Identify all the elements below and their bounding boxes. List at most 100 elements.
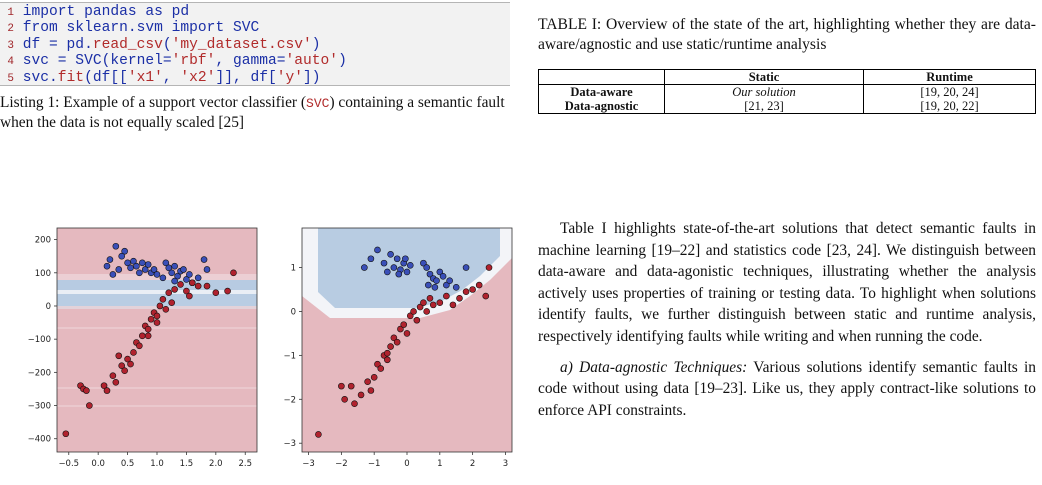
data-point-red — [338, 382, 345, 390]
data-point-red — [390, 334, 398, 342]
x-tick-label: 1.0 — [150, 459, 164, 469]
code-token: svc = SVC(kernel= — [22, 53, 172, 70]
x-tick-label: 0.5 — [121, 459, 135, 469]
data-point-red — [393, 338, 401, 346]
data-point-red — [183, 287, 190, 295]
code-token: read_csv — [92, 36, 163, 53]
listing-caption-code: SVC — [306, 96, 330, 111]
code-token: fit — [57, 69, 85, 86]
y-tick-label: −3 — [283, 439, 296, 449]
code-token: sklearn.svm — [57, 20, 172, 37]
data-point-red — [400, 321, 408, 328]
data-point-red — [370, 374, 378, 381]
y-tick-label: 1 — [291, 264, 296, 274]
table-header-empty — [538, 69, 665, 85]
cell-static-data-agnostic: [21, 23] — [664, 99, 864, 114]
x-tick-label: 2.0 — [209, 459, 223, 469]
paragraph-data-agnostic-text: Various solutions identify semantic faul… — [538, 358, 1037, 419]
data-point-red — [420, 299, 427, 306]
data-point-red — [212, 289, 220, 297]
data-point-red — [449, 301, 457, 309]
data-point-blue — [194, 274, 202, 282]
y-tick-label: 0 — [46, 302, 51, 312]
x-tick-label: 1 — [437, 459, 442, 469]
data-point-red — [103, 387, 111, 394]
band — [57, 290, 257, 294]
data-point-red — [156, 302, 164, 310]
data-point-red — [436, 299, 444, 306]
paragraph-data-agnostic: a) Data-agnostic Techniques: Various sol… — [538, 357, 1036, 422]
paragraph-sota: Table I highlights state-of-the-art solu… — [538, 220, 1036, 345]
data-point-red — [397, 325, 404, 333]
data-point-red — [469, 286, 476, 293]
code-token: import — [171, 20, 225, 37]
table-header-static: Static — [664, 69, 864, 85]
data-point-red — [153, 312, 161, 320]
x-tick-label: 0 — [404, 459, 409, 469]
data-point-blue — [387, 251, 394, 258]
data-point-red — [147, 315, 155, 323]
data-point-blue — [384, 268, 391, 276]
data-point-red — [124, 355, 131, 363]
x-tick-label: 1.5 — [180, 459, 194, 469]
data-point-red — [387, 343, 394, 350]
data-point-red — [127, 360, 134, 368]
listing-caption-prefix: Listing 1: Example of a support vector c… — [0, 94, 307, 111]
data-point-red — [203, 282, 211, 290]
data-point-blue — [106, 256, 114, 263]
data-point-blue — [462, 264, 470, 271]
listing-caption-suffix: ) containing a semantic fault when the d… — [0, 94, 505, 131]
code-line: 4 svc = SVC(kernel='rbf', gamma='auto') — [0, 53, 510, 69]
data-point-red — [462, 288, 470, 295]
y-tick-label: −1 — [283, 351, 296, 361]
data-point-blue — [186, 271, 193, 278]
data-point-blue — [425, 281, 432, 289]
code-token: (df[[ — [84, 69, 128, 86]
data-point-red — [138, 332, 146, 340]
plot-left-points — [62, 242, 237, 438]
code-line: 5 svc.fit(df[['x1', 'x2']], df['y']) — [0, 70, 510, 86]
x-tick-label: −2 — [335, 459, 348, 469]
code-token: 'y' — [276, 69, 304, 86]
data-point-red — [413, 316, 421, 324]
data-point-blue — [390, 264, 398, 271]
data-point-red — [423, 308, 430, 315]
data-point-blue — [159, 274, 167, 282]
data-point-blue — [109, 271, 117, 278]
code-token: ) — [311, 36, 321, 53]
plot-right: −3 −2 −1 0 1 2 3 1 0 −1 −2 −3 — [283, 227, 513, 469]
code-token: 'auto' — [285, 53, 339, 70]
code-token: import — [22, 4, 76, 20]
data-point-blue — [174, 272, 181, 280]
data-point-blue — [153, 271, 161, 278]
data-point-blue — [443, 281, 450, 289]
data-point-red — [485, 264, 493, 271]
plot-left-axes: −0.5 0.0 0.5 1.0 1.5 2.0 2.5 200 100 0 −100 −200 −30… — [28, 236, 252, 469]
data-point-red — [374, 360, 381, 368]
code-token: 'x1' — [127, 69, 163, 86]
code-token: , — [162, 69, 181, 86]
data-point-red — [130, 349, 137, 356]
data-point-red — [384, 349, 391, 357]
data-point-blue — [138, 259, 146, 267]
table-row: Data-agnostic [21, 23] [19, 20, 22] — [538, 99, 1036, 114]
figure-plots: −0.5 0.0 0.5 1.0 1.5 2.0 2.5 200 100 0 −100 −200 −30… — [0, 218, 516, 480]
code-line: 3 df = pd.read_csv('my_dataset.csv') — [0, 37, 510, 53]
table-caption: TABLE I: Overview of the state of the ar… — [538, 16, 1036, 53]
code-token: ]) — [303, 69, 321, 86]
data-point-blue — [136, 269, 143, 277]
row-label-data-agnostic: Data-agnostic — [538, 99, 665, 114]
data-point-red — [230, 269, 237, 277]
body-text: Table I highlights state-of-the-art solu… — [538, 218, 1036, 421]
data-point-red — [144, 332, 152, 340]
data-point-red — [377, 365, 385, 372]
data-point-red — [416, 303, 424, 311]
data-point-blue — [426, 270, 434, 278]
band — [57, 294, 257, 306]
code-line: 2 from sklearn.svm import SVC — [0, 20, 510, 36]
data-point-red — [153, 319, 161, 326]
listing-caption: Listing 1: Example of a support vector c… — [0, 93, 514, 132]
x-tick-label: 0.0 — [91, 459, 105, 469]
code-token: , gamma= — [215, 53, 286, 70]
band — [57, 306, 257, 309]
